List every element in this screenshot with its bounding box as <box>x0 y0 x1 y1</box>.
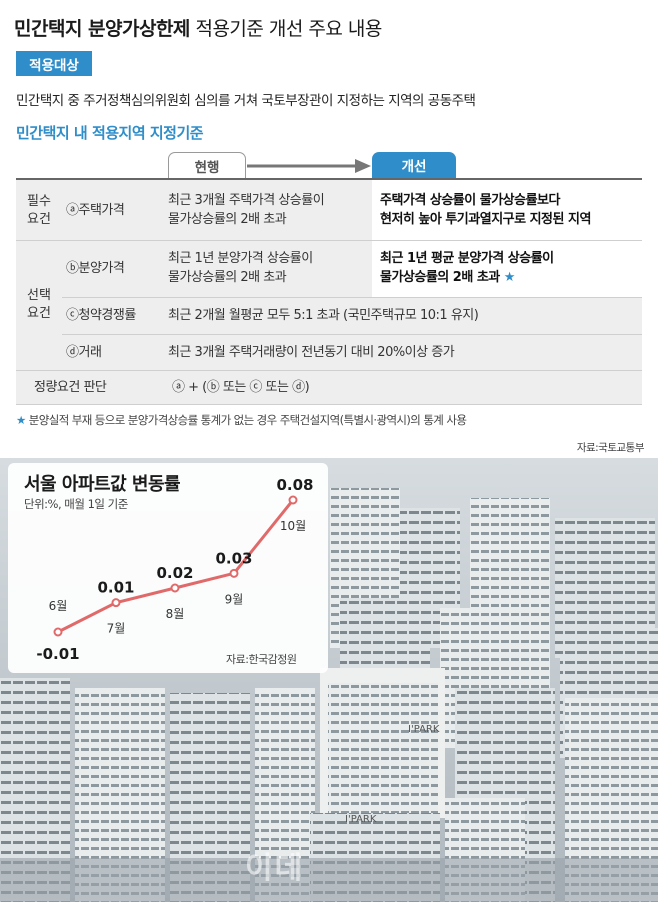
arrow-right-icon <box>247 159 371 173</box>
category-label: 9월 <box>225 592 244 606</box>
current-transaction: 최근 3개월 주택거래량이 전년동기 대비 20%이상 증가 <box>168 345 455 360</box>
star-icon: ★ <box>503 270 516 285</box>
new-column-highlight <box>372 180 642 297</box>
item-transaction: ⓓ거래 <box>66 345 102 360</box>
building-sign-1: I'PARK <box>408 724 440 735</box>
category-label: 8월 <box>166 607 185 621</box>
tab-new: 개선 <box>372 152 456 178</box>
apartment-photo: I'PARK I'PARK <box>0 458 658 902</box>
title-rest: 적용기준 개선 주요 내용 <box>189 18 382 40</box>
category-label: 7월 <box>107 622 126 636</box>
category-label: 10월 <box>280 519 306 533</box>
current-housing-line-2: 물가상승률의 2배 초과 <box>168 212 287 227</box>
page-title: 민간택지 분양가상한제 적용기준 개선 주요 내용 <box>14 14 382 41</box>
line-chart: -0.01 6월 0.01 7월 0.02 8월 0.03 9월 0.08 10월 <box>36 476 313 663</box>
optional-group-label: 선택 요건 <box>20 287 58 323</box>
value-label: 0.08 <box>276 476 313 494</box>
new-housing-line-1: 주택가격 상승률이 물가상승률보다 <box>380 193 560 208</box>
chart-source: 자료:한국감정원 <box>226 653 297 666</box>
item-housing-price: ⓐ주택가격 <box>66 203 125 218</box>
current-subscription: 최근 2개월 월평균 모두 5:1 초과 (국민주택규모 10:1 유지) <box>168 308 479 323</box>
row-divider <box>16 240 642 241</box>
new-housing-price: 주택가격 상승률이 물가상승률보다 현저히 높아 투기과열지구로 지정된 지역 <box>380 191 591 229</box>
optional-line-2: 요건 <box>27 306 51 321</box>
data-point <box>288 495 298 505</box>
value-label: 0.02 <box>156 564 193 582</box>
item-sale-price: ⓑ분양가격 <box>66 261 125 276</box>
category-label: 6월 <box>49 599 68 613</box>
title-bold: 민간택지 분양가상한제 <box>14 18 190 40</box>
current-sale-line-2: 물가상승률의 2배 초과 <box>168 270 287 285</box>
required-group-label: 필수 요건 <box>20 193 58 229</box>
source-top: 자료:국토교통부 <box>576 442 645 454</box>
footnote-star-icon: ★ <box>16 413 26 427</box>
target-badge: 적용대상 <box>16 51 92 76</box>
required-line-1: 필수 <box>27 194 51 209</box>
row-divider <box>16 370 642 371</box>
new-sale-line-2-text: 물가상승률의 2배 초과 <box>380 270 504 285</box>
target-text: 민간택지 중 주거정책심의위원회 심의를 거쳐 국토부장관이 지정하는 지역의 … <box>16 93 476 109</box>
quant-formula: ⓐ + (ⓑ 또는 ⓒ 또는 ⓓ) <box>172 380 310 395</box>
optional-line-1: 선택 <box>27 288 51 303</box>
row-divider <box>62 297 642 298</box>
row-divider <box>62 334 642 335</box>
value-label: -0.01 <box>36 645 79 663</box>
watermark: 이데 <box>245 851 305 886</box>
new-housing-line-2: 현저히 높아 투기과열지구로 지정된 지역 <box>380 212 591 227</box>
criteria-heading: 민간택지 내 적용지역 지정기준 <box>16 124 204 142</box>
data-point <box>53 627 63 637</box>
value-label: 0.01 <box>97 579 134 597</box>
tab-current: 현행 <box>168 152 246 178</box>
item-subscription: ⓒ청약경쟁률 <box>66 308 136 323</box>
chart-title: 서울 아파트값 변동률 <box>24 474 181 495</box>
new-sale-price: 최근 1년 평균 분양가격 상승률이 물가상승률의 2배 초과 ★ <box>380 249 554 287</box>
new-sale-line-2: 물가상승률의 2배 초과 ★ <box>380 268 554 287</box>
quant-label: 정량요건 판단 <box>34 380 107 395</box>
chart-panel <box>8 463 328 673</box>
buildings-illustration: I'PARK I'PARK <box>0 458 658 902</box>
current-sale-price: 최근 1년 분양가격 상승률이 물가상승률의 2배 초과 <box>168 249 313 287</box>
new-sale-line-1: 최근 1년 평균 분양가격 상승률이 <box>380 251 554 266</box>
required-line-2: 요건 <box>27 212 51 227</box>
value-label: 0.03 <box>215 549 252 567</box>
chart-unit: 단위:%, 매월 1일 기준 <box>24 497 128 511</box>
footnote-text: 분양실적 부재 등으로 분양가격상승률 통계가 없는 경우 주택건설지역(특별시… <box>25 413 467 427</box>
current-housing-line-1: 최근 3개월 주택가격 상승률이 <box>168 193 325 208</box>
current-sale-line-1: 최근 1년 분양가격 상승률이 <box>168 251 313 266</box>
footnote: ★ 분양실적 부재 등으로 분양가격상승률 통계가 없는 경우 주택건설지역(특… <box>16 412 467 428</box>
data-point <box>111 598 121 608</box>
row-divider <box>16 404 642 405</box>
data-point <box>170 583 180 593</box>
data-point <box>229 568 239 578</box>
table-top-rule <box>16 178 642 180</box>
current-housing-price: 최근 3개월 주택가격 상승률이 물가상승률의 2배 초과 <box>168 191 325 229</box>
building-sign-2: I'PARK <box>345 814 377 825</box>
